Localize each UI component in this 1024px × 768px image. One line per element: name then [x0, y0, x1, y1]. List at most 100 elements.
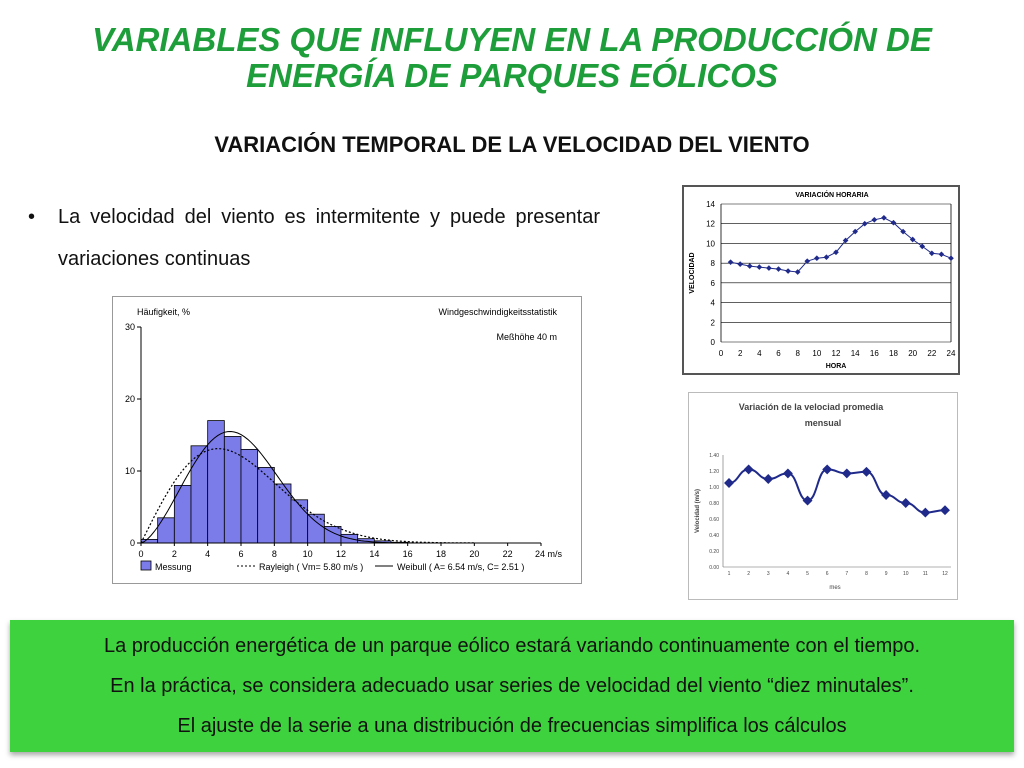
histogram-ylabel: Häufigkeit, %: [137, 307, 190, 317]
monthly-xtick-label: 12: [942, 571, 948, 577]
hourly-xtick-label: 16: [870, 349, 879, 358]
bullet-dot: •: [28, 206, 36, 228]
histogram-xtick-label: 18: [436, 549, 446, 559]
histogram-bar: [307, 513, 325, 544]
monthly-point: [920, 507, 931, 518]
histogram-xtick-label: 24 m/s: [535, 549, 563, 559]
hourly-xtick-label: 2: [738, 349, 743, 358]
histogram-xtick-label: 20: [469, 549, 479, 559]
histogram-ytick-label: 0: [130, 538, 135, 548]
monthly-series-line: [728, 468, 946, 514]
hourly-point: [938, 251, 945, 258]
hourly-variation-chart: VARIACIÓN HORARIA HORA VELOCIDAD 0 2 4 6 8 10…: [682, 185, 960, 375]
hourly-xtick-label: 4: [757, 349, 762, 358]
hourly-ytick-label: 2: [711, 318, 716, 327]
hourly-point: [890, 219, 897, 226]
monthly-point: [822, 464, 833, 475]
histogram-xtick-label: 2: [172, 549, 177, 559]
hourly-point: [756, 264, 763, 270]
hourly-xtick-label: 24: [947, 349, 956, 358]
hourly-point: [814, 255, 820, 262]
histogram-bar: [157, 517, 175, 544]
monthly-point: [802, 495, 813, 506]
histogram-bar: [273, 483, 292, 544]
histogram-subtitle: Meßhöhe 40 m: [496, 332, 557, 342]
monthly-ytick-label: 1.40: [709, 453, 719, 459]
legend-label-rayleigh: Rayleigh ( Vm= 5.80 m/s ): [259, 562, 363, 572]
monthly-xtick-label: 7: [845, 571, 848, 577]
monthly-xtick-label: 1: [728, 571, 731, 577]
histogram-title: Windgeschwindigkeitsstatistik: [438, 307, 557, 317]
rayleigh-curve: [140, 447, 475, 544]
monthly-ytick-label: 0.00: [709, 565, 719, 571]
histogram-bar: [240, 448, 259, 544]
monthly-xtick-label: 4: [787, 571, 790, 577]
histogram-xtick-label: 22: [503, 549, 513, 559]
bullet-point: • La velocidad del viento es intermitent…: [28, 196, 600, 280]
monthly-ytick-label: 1.00: [709, 485, 719, 491]
hourly-xtick-label: 14: [851, 349, 860, 358]
summary-banner: La producción energética de un parque eó…: [10, 620, 1014, 752]
monthly-point: [743, 464, 754, 475]
hourly-point: [823, 254, 830, 261]
monthly-point: [900, 498, 911, 508]
monthly-average-chart: Variación de la velociad promedia mensua…: [688, 392, 958, 600]
summary-line-1: La producción energética de un parque eó…: [103, 635, 921, 657]
wind-speed-histogram: Häufigkeit, % Windgeschwindigkeitsstatis…: [112, 296, 582, 584]
monthly-point: [881, 490, 892, 500]
hourly-ytick-label: 0: [711, 338, 716, 347]
histogram-xtick-label: 14: [369, 549, 379, 559]
monthly-ytick-label: 0.40: [709, 533, 719, 539]
monthly-point: [940, 505, 950, 516]
hourly-ytick-label: 4: [711, 299, 716, 308]
summary-line-3: El ajuste de la serie a una distribución…: [177, 715, 847, 737]
hourly-xtick-label: 6: [776, 349, 781, 358]
hourly-point: [775, 266, 782, 272]
hourly-point: [861, 220, 868, 227]
histogram-bar: [207, 420, 225, 544]
hourly-ytick-label: 6: [711, 279, 716, 288]
hourly-xtick-label: 0: [719, 349, 724, 358]
hourly-point: [948, 255, 954, 262]
monthly-xtick-label: 5: [806, 571, 809, 577]
hourly-xtick-label: 8: [795, 349, 800, 358]
histogram-ytick-label: 30: [125, 322, 135, 332]
bullet-text: La velocidad del viento es intermitente …: [58, 206, 600, 270]
hourly-point: [881, 214, 887, 221]
hourly-point: [785, 268, 791, 274]
histogram-xtick-label: 16: [403, 549, 413, 559]
histogram-xtick-label: 10: [303, 549, 313, 559]
monthly-chart-svg: Variación de la velociad promedia mensua…: [695, 402, 951, 591]
monthly-xtick-label: 10: [903, 571, 909, 577]
monthly-chart-xlabel: mes: [829, 585, 840, 591]
hourly-xtick-label: 18: [889, 349, 898, 358]
hourly-point: [737, 261, 743, 267]
hourly-chart-xlabel: HORA: [826, 363, 847, 370]
monthly-xtick-label: 8: [865, 571, 868, 577]
histogram-bar: [290, 499, 309, 544]
monthly-ytick-label: 0.60: [709, 517, 719, 523]
histogram-bar: [190, 445, 209, 544]
monthly-chart-title-line-1: Variación de la velociad promedia: [739, 402, 885, 412]
histogram-xtick-label: 8: [272, 549, 277, 559]
hourly-point: [766, 265, 772, 271]
slide-title: VARIABLES QUE INFLUYEN EN LA PRODUCCIÓN …: [40, 22, 984, 94]
hourly-chart-ylabel: VELOCIDAD: [689, 252, 696, 293]
hourly-point: [746, 263, 753, 269]
hourly-xtick-label: 10: [812, 349, 821, 358]
monthly-point: [782, 468, 793, 479]
hourly-ytick-label: 10: [706, 239, 715, 248]
histogram-bar: [223, 436, 242, 544]
histogram-ytick-label: 20: [125, 394, 135, 404]
monthly-xtick-label: 6: [826, 571, 829, 577]
hourly-ytick-label: 14: [706, 200, 715, 209]
histogram-bar: [257, 466, 275, 544]
slide-title-line-2: ENERGÍA DE PARQUES EÓLICOS: [246, 57, 778, 94]
histogram-xtick-label: 4: [205, 549, 210, 559]
section-subtitle: VARIACIÓN TEMPORAL DE LA VELOCIDAD DEL V…: [214, 132, 810, 157]
monthly-chart-ylabel: Velocidad (m/s): [695, 489, 701, 533]
hourly-ytick-label: 8: [711, 259, 716, 268]
histogram-ytick-label: 10: [125, 466, 135, 476]
histogram-xtick-label: 0: [138, 549, 143, 559]
slide-title-line-1: VARIABLES QUE INFLUYEN EN LA PRODUCCIÓN …: [92, 21, 932, 58]
